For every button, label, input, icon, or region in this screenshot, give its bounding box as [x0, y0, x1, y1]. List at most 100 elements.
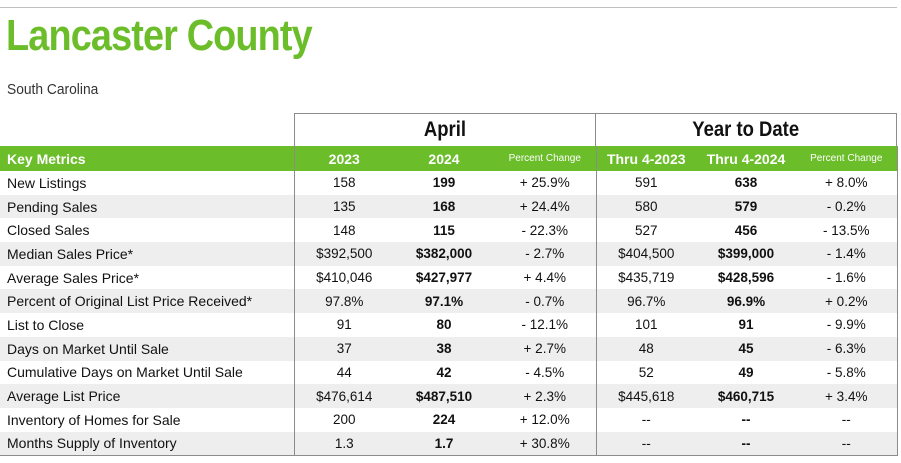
metric-name: Average List Price [0, 384, 294, 408]
april-2024-value: 1.7 [394, 431, 494, 457]
ytd-2024-value: -- [696, 431, 796, 457]
metric-name: Median Sales Price* [0, 242, 294, 266]
april-2024-value: 38 [394, 336, 494, 361]
ytd-percent-change: - 1.4% [796, 242, 898, 266]
table-row: Pending Sales 135 168 + 24.4% 580 579- 0.2% [0, 194, 898, 219]
ytd-percent-change: - 6.3% [796, 336, 898, 361]
april-percent-change: - 0.7% [494, 289, 597, 314]
april-percent-change: + 30.8% [494, 431, 597, 457]
ytd-2023-value: $404,500 [596, 242, 696, 266]
metric-name: Closed Sales [7, 222, 90, 239]
ytd-2023-value: 96.7% [596, 289, 696, 314]
ytd-percent-change: -- [796, 407, 898, 432]
ytd-2024-value: 45 [696, 336, 796, 361]
page-subtitle: South Carolina [7, 81, 99, 98]
table-row: Median Sales Price* $392,500 $382,000- 2.7… [0, 242, 898, 266]
april-percent-change: - 12.1% [494, 313, 597, 337]
april-2023-value: 1.3 [293, 431, 394, 457]
ytd-percent-change: -- [796, 431, 898, 457]
table-row: Closed Sales 148 115 - 22.3% 527 456 - 13.5% [0, 218, 898, 243]
ytd-2023-value: 48 [596, 336, 696, 361]
group-header-april: April [294, 113, 596, 146]
page-title: Lancaster County [6, 11, 313, 60]
ytd-2024-value: 456 [734, 222, 758, 238]
april-percent-change: - 2.7% [494, 242, 597, 266]
col-header-april-percent-change: Percent Change [494, 146, 597, 171]
april-percent-change: - 4.5% [494, 360, 597, 385]
ytd-2024-value: 49 [738, 364, 754, 380]
ytd-2024-value: -- [741, 412, 751, 428]
april-2023-value: 91 [293, 313, 394, 337]
table-row: New Listings 158 199 + 25.9% 591 638 + 8.0% [0, 171, 898, 195]
top-divider [0, 7, 897, 8]
april-2023-value: 37 [293, 336, 394, 361]
april-2024-value: 97.1% [394, 289, 494, 314]
ytd-2023-value: $435,719 [618, 270, 675, 286]
ytd-2023-value: 52 [638, 364, 654, 380]
metrics-table: Key Metrics 2023 2024 Percent Change Thr… [0, 146, 898, 457]
ytd-percent-change: + 8.0% [796, 171, 898, 195]
ytd-2023-value: 101 [634, 317, 658, 333]
april-2023-value: 158 [293, 171, 394, 195]
ytd-2023-value: 591 [634, 175, 658, 191]
april-2024-value: 115 [433, 222, 455, 238]
april-percent-change: + 2.3% [494, 384, 597, 408]
ytd-percent-change: - 9.9% [796, 313, 898, 337]
ytd-percent-change: - 13.5% [796, 218, 898, 243]
april-percent-change: + 24.4% [494, 194, 597, 219]
april-2024-value: 80 [436, 317, 452, 333]
group-header-april-label: April [423, 118, 467, 141]
april-percent-change: + 2.7% [494, 336, 597, 361]
col-header-ytd-percent-change: Percent Change [796, 146, 898, 171]
ytd-2023-value: -- [641, 412, 651, 428]
april-2024-value: $382,000 [394, 242, 494, 266]
metric-name: Percent of Original List Price Received* [0, 289, 294, 314]
ytd-2023-value: $445,618 [596, 384, 696, 408]
ytd-percent-change: + 3.4% [796, 384, 898, 408]
april-2024-value: 168 [394, 194, 494, 219]
table-row: List to Close 91 80 - 12.1% 101 91 - 9.9% [0, 313, 898, 337]
ytd-2024-value: $428,596 [717, 270, 775, 286]
table-row: Average List Price $476,614 $487,510 + 2.3%… [0, 384, 898, 408]
table-row: Average Sales Price* $410,046 $427,977 + 4.… [0, 265, 898, 290]
metric-name: Inventory of Homes for Sale [7, 411, 181, 428]
april-2024-value: 199 [432, 175, 456, 191]
april-2023-value: 200 [293, 407, 394, 432]
ytd-2024-value: 579 [696, 194, 796, 219]
metric-name: Months Supply of Inventory [0, 431, 294, 457]
col-header-2023: 2023 [293, 146, 394, 171]
ytd-2024-value: $460,715 [696, 384, 796, 408]
table-row: Percent of Original List Price Received*… [0, 289, 898, 314]
ytd-percent-change: - 5.8% [796, 360, 898, 385]
col-header-2024: 2024 [394, 146, 494, 171]
metrics-body: New Listings 158 199 + 25.9% 591 638 + 8.0% Pen… [0, 171, 898, 457]
april-2024-value: $427,977 [415, 270, 473, 286]
april-2023-value: $476,614 [293, 384, 394, 408]
ytd-percent-change: - 0.2% [796, 194, 898, 219]
ytd-2024-value: 96.9% [696, 289, 796, 314]
april-2023-value: 148 [293, 218, 394, 243]
april-2024-value: 42 [436, 364, 452, 380]
april-2023-value: $410,046 [293, 265, 394, 290]
group-header-ytd: Year to Date [595, 113, 897, 146]
ytd-percent-change: - 1.6% [796, 265, 898, 290]
metric-name: Cumulative Days on Market Until Sale [7, 364, 243, 381]
april-percent-change: + 12.0% [494, 407, 597, 432]
ytd-2024-value: 91 [738, 317, 754, 333]
ytd-2024-value: 638 [734, 175, 758, 191]
april-2024-value: 224 [432, 412, 456, 428]
metric-name: New Listings [7, 174, 87, 191]
april-2023-value: $392,500 [293, 242, 394, 266]
table-row: Inventory of Homes for Sale 200 224 + 12.0%… [0, 407, 898, 432]
april-percent-change: + 4.4% [494, 265, 597, 290]
ytd-2023-value: 580 [596, 194, 696, 219]
april-2023-value: 97.8% [293, 289, 394, 314]
col-header-thru-2023: Thru 4-2023 [596, 146, 696, 171]
metric-name: Days on Market Until Sale [0, 336, 294, 361]
table-row: Cumulative Days on Market Until Sale 44 42… [0, 360, 898, 385]
ytd-2024-value: $399,000 [696, 242, 796, 266]
metric-name: Average Sales Price* [7, 269, 140, 286]
april-2024-value: $487,510 [394, 384, 494, 408]
april-2023-value: 135 [293, 194, 394, 219]
metric-name: Pending Sales [0, 194, 294, 219]
